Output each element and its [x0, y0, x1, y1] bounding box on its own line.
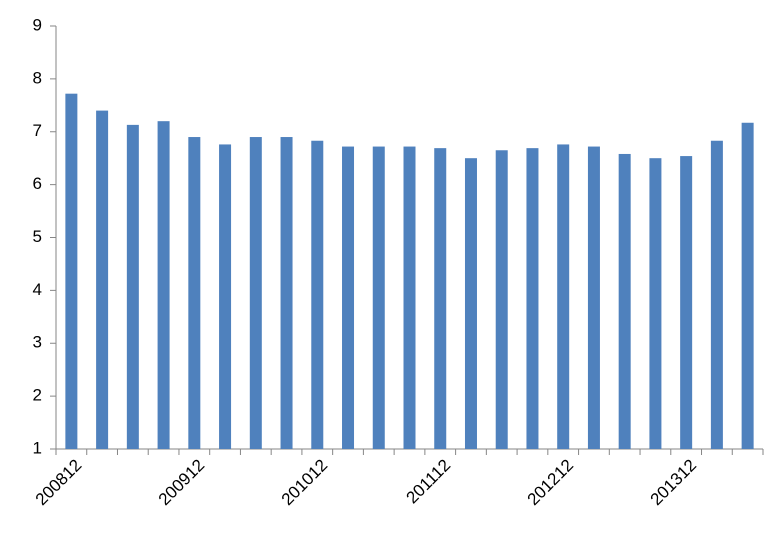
bar [618, 153, 631, 449]
y-tick-label: 8 [33, 68, 42, 87]
bar [249, 137, 262, 449]
y-tick-label: 5 [33, 227, 42, 246]
bar [557, 144, 570, 449]
y-tick-label: 1 [33, 438, 42, 457]
y-tick-label: 2 [33, 386, 42, 405]
bar [649, 158, 662, 449]
bar [126, 124, 139, 449]
bar [434, 148, 447, 450]
bar [342, 146, 355, 449]
y-tick-label: 9 [33, 15, 42, 34]
x-tick-label: 201012 [278, 456, 332, 510]
x-tick-label: 201212 [524, 456, 578, 510]
y-tick-label: 7 [33, 121, 42, 140]
bar [280, 137, 293, 449]
bar [372, 146, 385, 449]
bar [710, 140, 723, 449]
bar [741, 122, 754, 449]
y-tick-label: 3 [33, 333, 42, 352]
bar [403, 146, 416, 449]
bar [464, 158, 477, 449]
x-tick-label: 201112 [402, 456, 454, 508]
bar [157, 121, 170, 450]
y-tick-label: 4 [33, 280, 42, 299]
bar [188, 137, 201, 449]
bar [311, 140, 324, 449]
x-tick-label: 201312 [647, 456, 701, 510]
x-tick-label: 200912 [155, 456, 209, 510]
bar [526, 148, 539, 450]
bar [65, 93, 78, 450]
bar [495, 150, 508, 449]
bar [219, 144, 232, 449]
bar [96, 110, 109, 449]
y-tick-label: 6 [33, 174, 42, 193]
bar [680, 156, 693, 449]
bar [587, 146, 600, 449]
x-tick-label: 200812 [32, 456, 86, 510]
